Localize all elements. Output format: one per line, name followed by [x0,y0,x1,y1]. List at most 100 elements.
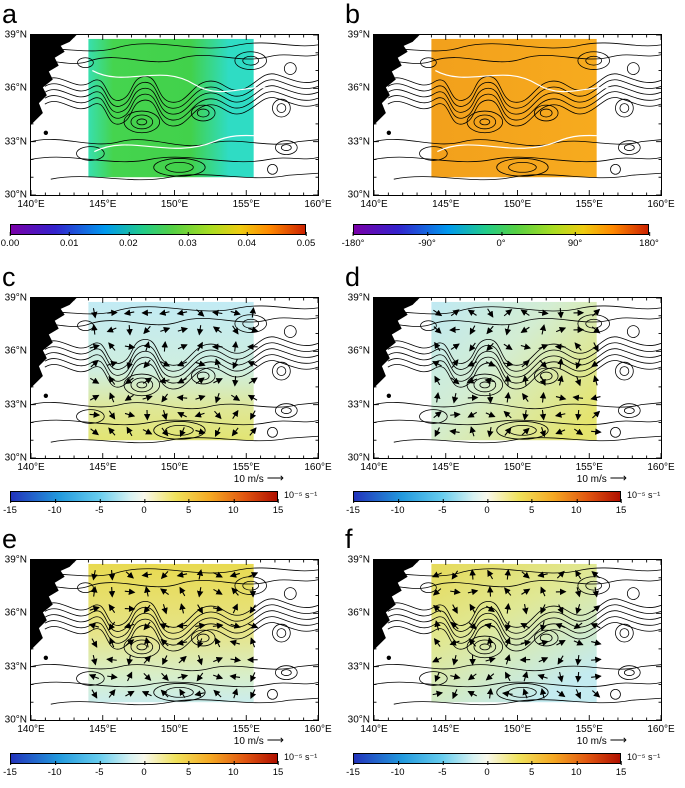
y-tick-label: 39°N [4,554,27,566]
x-tick-label: 145°E [89,462,117,473]
colorbar-tick-label: 0.01 [59,232,79,249]
map-d: 39°N 36°N 33°N 30°N 140°E 145°E 150°E 155°E 160… [348,293,675,474]
vector-scale-e: 10 m/s ⟶ [234,733,284,747]
x-tick-label: 145°E [432,724,460,735]
y-axis-labels: 39°N 36°N 33°N 30°N [342,293,370,464]
vector-scale-label: 10 m/s [576,474,607,485]
colorbar-tick-label: 15 [272,499,284,516]
colorbar-b: -180° -90° 0° 90° 180° [342,224,659,250]
x-tick-label: 145°E [89,199,117,210]
y-axis-labels: 39°N 36°N 33°N 30°N [342,555,370,726]
colorbar-unit: 10⁻⁵ s⁻¹ [284,752,318,762]
map-canvas-c [31,298,318,458]
x-axis-labels: 140°E 145°E 150°E 155°E 160°E [360,724,674,738]
x-tick-label: 140°E [360,462,388,473]
map-f: 39°N 36°N 33°N 30°N 140°E 145°E 150°E 155°E 160… [348,555,675,736]
x-tick-label: 160°E [304,199,332,210]
colorbar-tick-label: 5 [529,499,535,516]
colorbar-tick-label: 10 [571,761,582,778]
panel-d-label: d [345,262,361,292]
colorbar-a: 0.00 0.01 0.02 0.03 0.04 0.05 [1,224,315,250]
colorbar-tick-label: 0 [484,499,490,516]
map-c: 39°N 36°N 33°N 30°N 140°E 145°E 150°E 155°E 160… [5,293,332,474]
y-tick-label: 33°N [347,399,370,411]
x-tick-label: 150°E [503,462,532,473]
vector-scale-d: 10 m/s ⟶ [577,471,627,485]
y-tick-label: 30°N [347,452,370,464]
x-tick-label: 145°E [432,462,460,473]
panel-e-label: e [2,524,18,554]
y-tick-label: 39°N [4,292,27,304]
colorbar-tick-label: 0 [484,761,490,778]
colorbar-tick-label: 0 [141,499,147,516]
colorbar-tick-label: 10 [228,499,239,516]
colorbar-gradient-b [353,224,649,235]
y-tick-label: 30°N [4,452,27,464]
y-tick-label: 36°N [347,82,370,94]
x-tick-label: 140°E [17,462,45,473]
panel-b: b 39°N 36°N 33°N 30°N 140°E 145°E 150°E 155°E 1… [342,0,685,262]
colorbar-tick-label: 0.04 [237,232,257,249]
x-tick-label: 155°E [575,724,603,735]
colorbar-labels-f: -15 -10 -5 0 5 10 15 [346,761,626,779]
colorbar-tick-label: -10 [47,499,62,516]
map-e: 39°N 36°N 33°N 30°N 140°E 145°E 150°E 155°E 160… [5,555,332,736]
x-axis-labels: 140°E 145°E 150°E 155°E 160°E [17,199,331,213]
x-tick-label: 160°E [304,462,332,473]
colorbar-tick-label: -10 [390,499,405,516]
vector-scale-label: 10 m/s [576,736,607,747]
colorbar-tick-label: 0 [141,761,147,778]
colorbar-unit: 10⁻⁵ s⁻¹ [627,752,661,762]
colorbar-unit: 10⁻⁵ s⁻¹ [284,490,318,500]
right-arrow-icon: ⟶ [609,471,627,485]
colorbar-tick-label: 10 [571,499,582,516]
x-tick-label: 145°E [432,199,460,210]
x-tick-label: 150°E [160,462,189,473]
x-tick-label: 145°E [89,724,117,735]
colorbar-tick-label: 0.03 [178,232,197,249]
panel-e: e 39°N 36°N 33°N 30°N 140°E 145°E 150°E 155°E 1… [0,524,342,787]
vector-scale-label: 10 m/s [233,736,264,747]
colorbar-tick-label: -5 [438,499,447,516]
x-tick-label: 140°E [17,724,45,735]
x-tick-label: 140°E [17,199,45,210]
colorbar-tick-label: -15 [346,761,360,778]
colorbar-labels-a: 0.00 0.01 0.02 0.03 0.04 0.05 [1,232,315,250]
colorbar-tick-label: 180° [639,232,659,249]
colorbar-labels-e: -15 -10 -5 0 5 10 15 [3,761,283,779]
colorbar-tick-label: 5 [529,761,535,778]
colorbar-tick-label: 15 [615,499,627,516]
x-tick-label: 155°E [232,462,260,473]
map-canvas-a [31,35,318,195]
colorbar-tick-label: 15 [272,761,284,778]
colorbar-tick-label: 90° [567,232,583,249]
colorbar-tick-label: -5 [95,761,104,778]
y-tick-label: 30°N [347,714,370,726]
vector-scale-label: 10 m/s [233,474,264,485]
x-axis-labels: 140°E 145°E 150°E 155°E 160°E [17,724,331,738]
x-tick-label: 155°E [232,724,260,735]
y-tick-label: 36°N [4,345,27,357]
x-tick-label: 150°E [503,724,532,735]
colorbar-gradient-d [353,491,621,502]
colorbar-tick-label: -90° [418,232,436,249]
y-tick-label: 39°N [4,29,27,41]
colorbar-tick-label: 15 [615,761,627,778]
x-axis-labels: 140°E 145°E 150°E 155°E 160°E [360,462,674,476]
y-tick-label: 33°N [347,661,370,673]
x-tick-label: 140°E [360,724,388,735]
colorbar-tick-label: 5 [186,499,192,516]
x-tick-label: 140°E [360,199,388,210]
y-tick-label: 33°N [4,399,27,411]
colorbar-gradient-f [353,753,621,764]
x-tick-label: 150°E [160,724,189,735]
y-tick-label: 30°N [4,189,27,201]
x-tick-label: 160°E [647,724,675,735]
y-tick-label: 39°N [347,292,370,304]
colorbar-tick-label: 10 [228,761,239,778]
panel-b-label: b [345,0,361,29]
colorbar-tick-label: 0.02 [119,232,138,249]
colorbar-tick-label: -5 [95,499,104,516]
x-tick-label: 160°E [647,199,675,210]
colorbar-tick-label: -15 [3,499,17,516]
